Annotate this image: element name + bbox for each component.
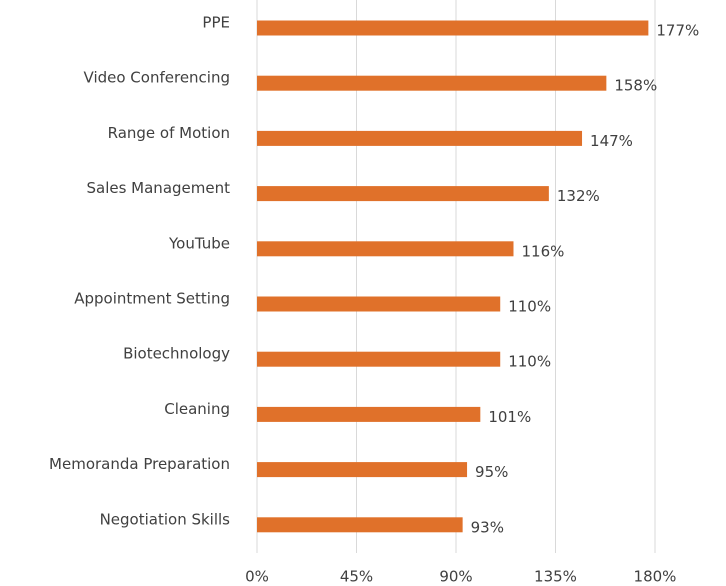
data-label: 110% <box>508 298 551 316</box>
data-label: 93% <box>471 518 504 536</box>
x-tick-label: 135% <box>534 568 577 586</box>
bar <box>257 75 607 91</box>
data-label: 177% <box>656 22 699 40</box>
y-tick-label: Sales Management <box>86 179 230 197</box>
y-tick-label: Memoranda Preparation <box>49 455 230 473</box>
data-label: 101% <box>488 408 531 426</box>
data-label: 110% <box>508 353 551 371</box>
y-tick-label: Range of Motion <box>108 124 230 142</box>
bar <box>257 241 514 257</box>
bar <box>257 406 481 422</box>
data-label: 132% <box>557 187 600 205</box>
bar <box>257 462 468 478</box>
x-tick-label: 0% <box>245 568 269 586</box>
y-tick-label: Video Conferencing <box>84 69 230 87</box>
x-tick-label: 180% <box>634 568 677 586</box>
y-tick-label: Biotechnology <box>123 345 230 363</box>
y-tick-label: Negotiation Skills <box>100 510 231 528</box>
bar <box>257 296 501 312</box>
x-tick-label: 90% <box>439 568 472 586</box>
data-label: 158% <box>614 77 657 95</box>
y-tick-label: Cleaning <box>164 400 230 418</box>
bar <box>257 351 501 367</box>
bar <box>257 130 583 146</box>
y-tick-label: PPE <box>202 14 230 32</box>
data-label: 147% <box>590 132 633 150</box>
data-label: 95% <box>475 463 508 481</box>
data-label: 116% <box>521 242 564 260</box>
y-tick-label: YouTube <box>168 234 230 252</box>
x-tick-label: 45% <box>340 568 373 586</box>
y-tick-label: Appointment Setting <box>74 290 230 308</box>
bar <box>257 20 649 36</box>
bar <box>257 517 463 533</box>
bar <box>257 186 549 202</box>
